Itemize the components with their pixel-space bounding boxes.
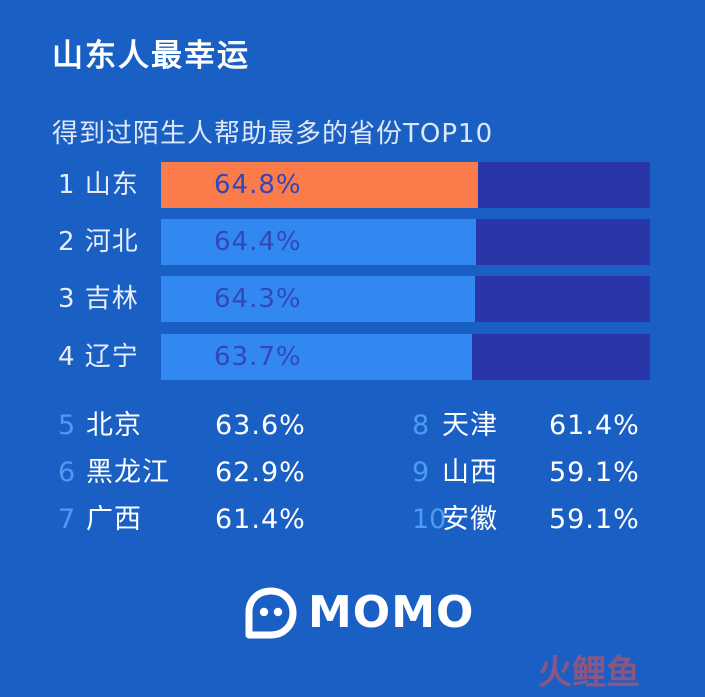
bar-category-label: 2 河北 (58, 227, 139, 257)
province-name: 北京 (86, 410, 142, 441)
chart-subtitle: 得到过陌生人帮助最多的省份TOP10 (52, 119, 494, 149)
province-name: 天津 (442, 410, 498, 441)
province-name: 安徽 (442, 504, 498, 535)
bar-value-label: 63.7% (214, 342, 302, 372)
svg-text:火鲤鱼: 火鲤鱼 (538, 653, 640, 692)
bar-category-label: 3 吉林 (58, 284, 139, 314)
bar-category-label: 4 辽宁 (58, 342, 139, 372)
ranking-item: 7 广西 61.4% (58, 500, 305, 540)
ranking-item: 5 北京 63.6% (58, 406, 305, 446)
province-name: 黑龙江 (86, 457, 170, 488)
bar-value-label: 64.8% (214, 170, 302, 200)
bar (161, 276, 475, 322)
bar-row: 1 山东 64.8% (58, 162, 650, 208)
bar-track: 64.8% (161, 162, 650, 208)
rank-number: 7 (58, 504, 76, 535)
bar-track: 64.4% (161, 219, 650, 265)
rank-number: 8 (412, 410, 430, 441)
ranking-item: 8 天津 61.4% (412, 406, 652, 446)
percentage-value: 59.1% (549, 457, 640, 488)
percentage-value: 61.4% (549, 410, 640, 441)
ranking-item: 10 安徽 59.1% (412, 500, 652, 540)
ranking-item: 6 黑龙江 62.9% (58, 453, 305, 493)
bar-row: 3 吉林 64.3% (58, 276, 650, 322)
bar-value-label: 64.4% (214, 227, 302, 257)
rank-number: 9 (412, 457, 430, 488)
percentage-value: 61.4% (215, 504, 306, 535)
page-title: 山东人最幸运 (52, 38, 250, 74)
bar (161, 334, 472, 380)
logo-wordmark: MOMO (308, 587, 475, 638)
bar-track: 63.7% (161, 334, 650, 380)
percentage-value: 59.1% (549, 504, 640, 535)
percentage-value: 63.6% (215, 410, 306, 441)
bar (161, 162, 478, 208)
province-name: 山西 (442, 457, 498, 488)
ranking-item: 9 山西 59.1% (412, 453, 652, 493)
bar (161, 219, 476, 265)
bar-category-label: 1 山东 (58, 170, 139, 200)
rank-number: 6 (58, 457, 76, 488)
percentage-value: 62.9% (215, 457, 306, 488)
bar-row: 2 河北 64.4% (58, 219, 650, 265)
momo-logo: MOMO (244, 587, 474, 639)
rank-number: 10 (412, 504, 447, 535)
bar-row: 4 辽宁 63.7% (58, 334, 650, 380)
momo-logo-icon (245, 587, 297, 639)
province-name: 广西 (86, 504, 142, 535)
bar-track: 64.3% (161, 276, 650, 322)
watermark: 火鲤鱼 (538, 652, 688, 693)
rank-number: 5 (58, 410, 76, 441)
bar-value-label: 64.3% (214, 284, 302, 314)
